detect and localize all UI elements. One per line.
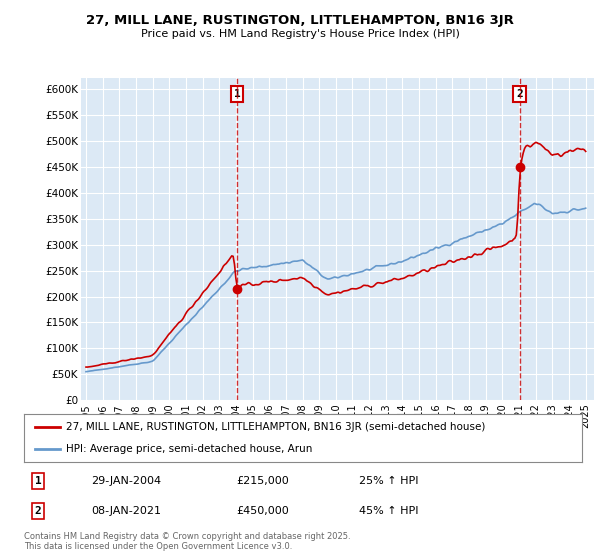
- Text: 2: 2: [35, 506, 41, 516]
- Text: 1: 1: [35, 476, 41, 486]
- Text: 27, MILL LANE, RUSTINGTON, LITTLEHAMPTON, BN16 3JR (semi-detached house): 27, MILL LANE, RUSTINGTON, LITTLEHAMPTON…: [66, 422, 485, 432]
- Text: £450,000: £450,000: [236, 506, 289, 516]
- Text: 2: 2: [516, 89, 523, 99]
- Text: £215,000: £215,000: [236, 476, 289, 486]
- Text: HPI: Average price, semi-detached house, Arun: HPI: Average price, semi-detached house,…: [66, 444, 312, 454]
- Text: 45% ↑ HPI: 45% ↑ HPI: [359, 506, 418, 516]
- Text: 25% ↑ HPI: 25% ↑ HPI: [359, 476, 418, 486]
- Text: 08-JAN-2021: 08-JAN-2021: [91, 506, 161, 516]
- Text: Contains HM Land Registry data © Crown copyright and database right 2025.
This d: Contains HM Land Registry data © Crown c…: [24, 532, 350, 552]
- Text: 1: 1: [234, 89, 241, 99]
- Text: Price paid vs. HM Land Registry's House Price Index (HPI): Price paid vs. HM Land Registry's House …: [140, 29, 460, 39]
- Text: 29-JAN-2004: 29-JAN-2004: [91, 476, 161, 486]
- Text: 27, MILL LANE, RUSTINGTON, LITTLEHAMPTON, BN16 3JR: 27, MILL LANE, RUSTINGTON, LITTLEHAMPTON…: [86, 14, 514, 27]
